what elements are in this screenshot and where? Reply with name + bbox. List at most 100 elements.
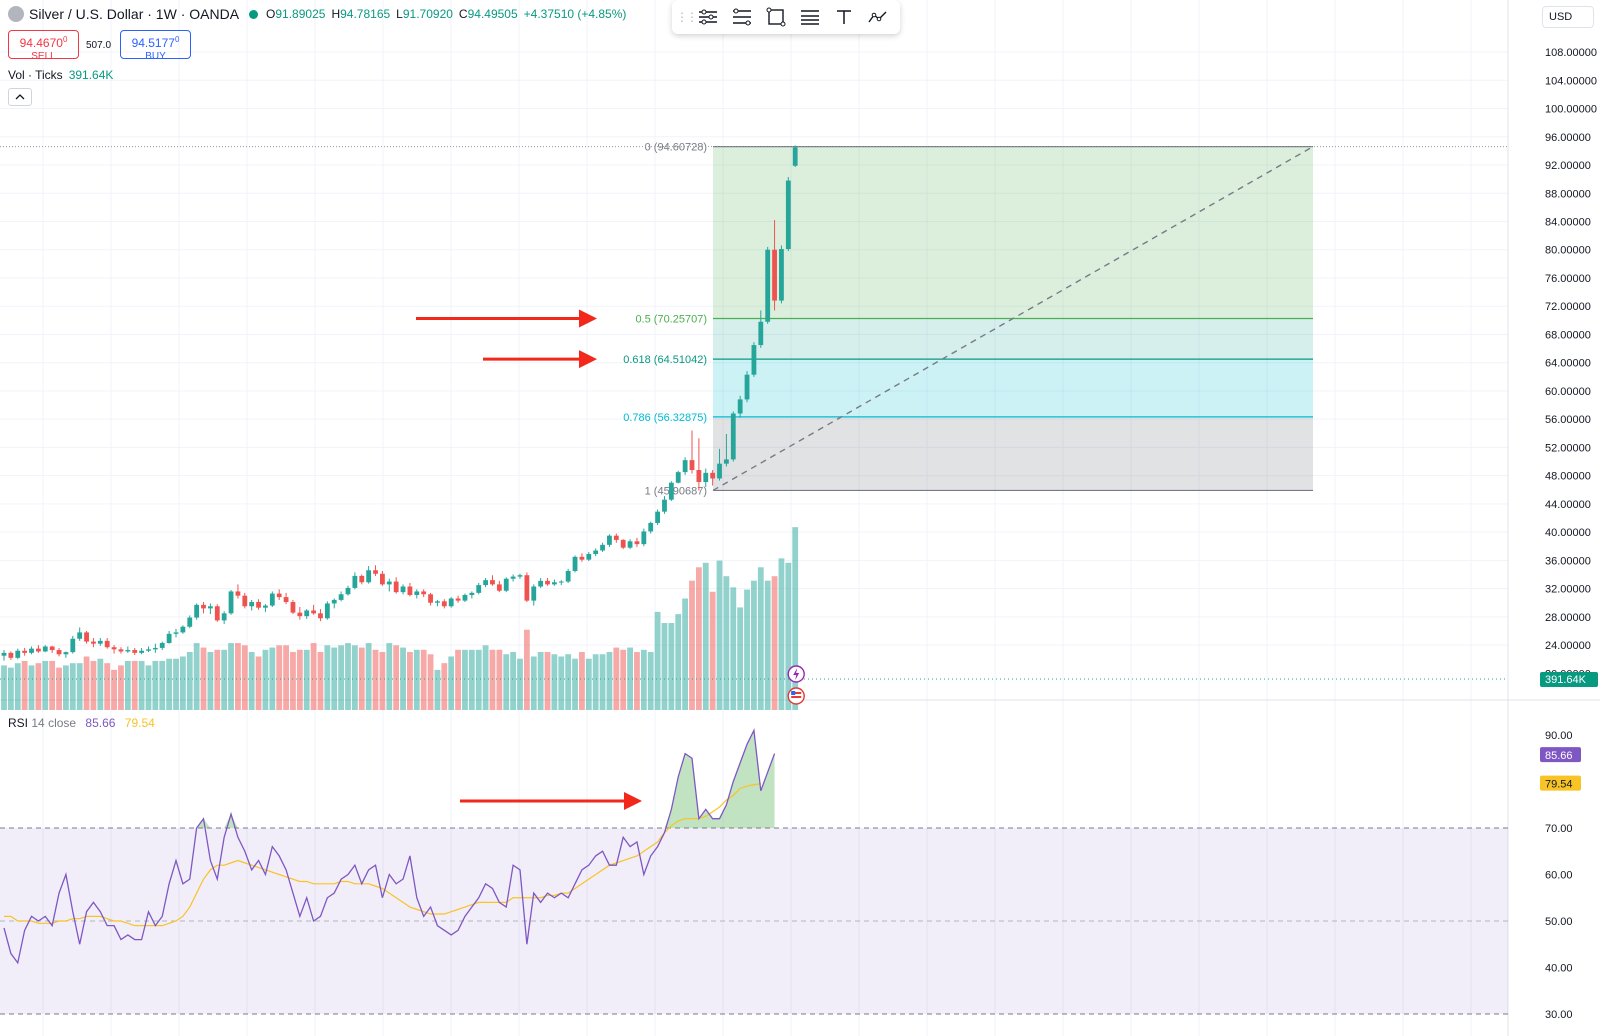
candle-body: [703, 472, 709, 483]
volume-bar: [159, 660, 166, 710]
candle-body: [345, 587, 351, 595]
volume-bar: [145, 665, 152, 710]
volume-bar: [290, 652, 296, 710]
collapse-legend-button[interactable]: [8, 88, 32, 106]
volume-bar: [682, 598, 689, 710]
candle-body: [627, 541, 633, 548]
price-axis-tick: 56.00000: [1545, 414, 1591, 426]
rsi-legend[interactable]: RSI 14 close 85.66 79.54: [8, 716, 155, 730]
volume-bar: [338, 645, 345, 710]
rsi-legend-name: RSI: [8, 716, 29, 730]
volume-legend-value: 391.64K: [68, 68, 114, 82]
candle-body: [792, 147, 798, 166]
fib-zone-0.618-0.786: [713, 359, 1313, 417]
candle-body: [772, 249, 777, 301]
sell-price-sup: 0: [62, 35, 68, 44]
candle-body: [675, 472, 681, 483]
text-icon[interactable]: [830, 4, 858, 30]
volume-bar: [7, 667, 14, 710]
rsi-badge: [1540, 747, 1581, 763]
candle-body: [414, 591, 420, 595]
candle-body: [366, 570, 372, 583]
rsi-ma-badge-label: 79.54: [1545, 779, 1573, 791]
volume-bar: [634, 652, 640, 710]
sliders-icon[interactable]: [728, 4, 756, 30]
volume-bar: [118, 665, 124, 710]
candle-body: [724, 459, 729, 464]
volume-bar: [104, 663, 111, 710]
volume-bar: [138, 660, 145, 710]
candle-body: [63, 652, 69, 655]
volume-bar: [76, 663, 83, 710]
volume-bar: [475, 649, 482, 710]
fib-zone-0.5-0.618: [713, 318, 1313, 360]
rsi-legend-value: 85.66: [85, 716, 116, 730]
candle-body: [758, 321, 764, 346]
candle-body: [304, 610, 310, 617]
volume-bar: [572, 658, 578, 710]
candle-body: [634, 541, 640, 545]
frame-icon[interactable]: [762, 4, 790, 30]
buy-price-sup: 0: [174, 35, 180, 44]
price-axis-tick: 108.00000: [1545, 47, 1597, 59]
candle-body: [538, 580, 544, 587]
close-value: 94.49505: [467, 7, 518, 21]
volume-bar: [771, 576, 778, 710]
candle-body: [641, 531, 647, 545]
candle-body: [407, 586, 413, 595]
volume-bar: [496, 649, 503, 710]
volume-bar: [730, 587, 737, 710]
volume-legend[interactable]: Vol · Ticks 391.64K: [8, 68, 113, 82]
volume-bar: [35, 663, 42, 710]
rsi-legend-length: 14: [31, 716, 45, 730]
volume-bar: [235, 643, 241, 710]
rsi-axis-tick: 40.00: [1545, 963, 1573, 975]
volume-bar: [640, 649, 647, 710]
candle-body: [36, 648, 41, 652]
candle-body: [49, 646, 55, 651]
candle-body: [359, 575, 365, 583]
volume-bar: [489, 649, 496, 710]
volume-bar: [599, 654, 606, 710]
candle-body: [139, 650, 144, 653]
us-flag-canton-icon: [791, 691, 796, 695]
candle-body: [29, 648, 34, 653]
rsi-legend-source: close: [48, 716, 77, 730]
volume-bar: [778, 558, 785, 710]
price-axis-tick: 36.00000: [1545, 555, 1591, 567]
candle-body: [42, 646, 48, 652]
volume-bar: [193, 643, 200, 710]
volume-bar: [248, 652, 255, 710]
candle-body: [593, 550, 599, 555]
price-axis-tick: 92.00000: [1545, 160, 1591, 172]
volume-bar: [42, 660, 49, 710]
candle-body: [187, 617, 193, 627]
candle-body: [586, 554, 592, 560]
candle-body: [435, 601, 440, 603]
sell-button[interactable]: 94.46700 SELL: [8, 30, 79, 62]
candle-body: [70, 638, 76, 653]
candle-body: [146, 649, 151, 651]
currency-select[interactable]: USD: [1542, 6, 1594, 28]
volume-bar: [21, 660, 28, 710]
fib-level-label-0.786: 0.786 (56.32875): [623, 412, 707, 424]
path-icon[interactable]: [864, 4, 892, 30]
price-axis-tick: 76.00000: [1545, 273, 1591, 285]
candle-body: [297, 612, 303, 617]
candle-body: [256, 602, 261, 608]
lines-icon[interactable]: [796, 4, 824, 30]
buy-button[interactable]: 94.51770 BUY: [120, 30, 191, 62]
spread-value: 507.0: [86, 40, 112, 51]
symbol-title[interactable]: Silver / U.S. Dollar · 1W · OANDA: [29, 6, 240, 22]
rsi-ma-legend-value: 79.54: [124, 716, 155, 730]
settings-icon[interactable]: [694, 4, 722, 30]
volume-bar: [661, 623, 668, 710]
volume-bar: [358, 647, 365, 710]
volume-bar: [468, 649, 475, 710]
volume-bar: [386, 643, 393, 710]
drag-handle-icon[interactable]: ⋮⋮: [676, 10, 698, 24]
candle-body: [249, 602, 255, 607]
volume-bar: [69, 663, 76, 710]
price-axis-tick: 64.00000: [1545, 358, 1591, 370]
